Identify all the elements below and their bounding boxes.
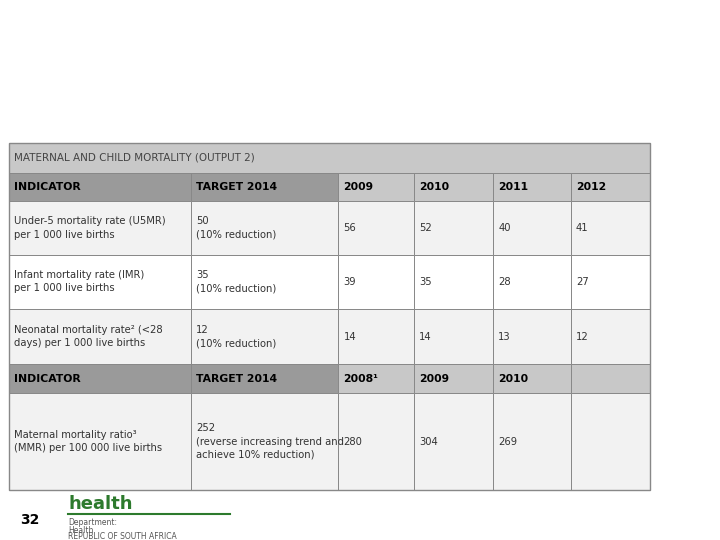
Text: 28: 28 bbox=[498, 277, 511, 287]
Text: 12
(10% reduction): 12 (10% reduction) bbox=[196, 325, 276, 348]
Text: 2012: 2012 bbox=[576, 182, 606, 192]
Text: Programme 3: Programme 3 bbox=[18, 29, 198, 52]
Text: 32: 32 bbox=[20, 513, 40, 527]
Bar bbox=[9, 364, 191, 393]
Text: 14: 14 bbox=[343, 332, 356, 341]
Bar bbox=[9, 255, 191, 309]
Text: 27: 27 bbox=[576, 277, 589, 287]
Bar bbox=[191, 201, 338, 255]
Text: 304: 304 bbox=[419, 436, 438, 447]
Text: Department:: Department: bbox=[68, 518, 117, 526]
Text: 39: 39 bbox=[343, 277, 356, 287]
Text: Under-5 mortality rate (U5MR)
per 1 000 live births: Under-5 mortality rate (U5MR) per 1 000 … bbox=[14, 217, 166, 240]
Text: 13: 13 bbox=[498, 332, 511, 341]
Bar bbox=[9, 393, 191, 490]
Bar bbox=[571, 173, 650, 201]
Bar bbox=[493, 364, 571, 393]
Text: Infant mortality rate (IMR)
per 1 000 live births: Infant mortality rate (IMR) per 1 000 li… bbox=[14, 270, 144, 293]
Text: 2010: 2010 bbox=[419, 182, 449, 192]
Bar bbox=[338, 173, 414, 201]
Text: REPUBLIC OF SOUTH AFRICA: REPUBLIC OF SOUTH AFRICA bbox=[68, 532, 177, 540]
Bar bbox=[493, 393, 571, 490]
Bar bbox=[571, 309, 650, 365]
Text: health: health bbox=[68, 495, 133, 513]
Text: 52: 52 bbox=[419, 223, 432, 233]
Bar bbox=[338, 201, 414, 255]
Bar bbox=[414, 173, 493, 201]
Text: 50
(10% reduction): 50 (10% reduction) bbox=[196, 217, 276, 240]
Text: 40: 40 bbox=[498, 223, 510, 233]
Text: TARGET 2014: TARGET 2014 bbox=[196, 374, 277, 383]
Bar bbox=[414, 201, 493, 255]
Text: 12: 12 bbox=[576, 332, 589, 341]
Text: 2010: 2010 bbox=[498, 374, 528, 383]
Text: 2011: 2011 bbox=[498, 182, 528, 192]
Bar bbox=[493, 201, 571, 255]
Bar bbox=[338, 255, 414, 309]
Text: 14: 14 bbox=[419, 332, 432, 341]
Text: 35: 35 bbox=[419, 277, 432, 287]
Text: 269: 269 bbox=[498, 436, 518, 447]
Text: Maternal mortality ratio³
(MMR) per 100 000 live births: Maternal mortality ratio³ (MMR) per 100 … bbox=[14, 430, 162, 453]
Text: 35
(10% reduction): 35 (10% reduction) bbox=[196, 270, 276, 293]
Bar bbox=[9, 143, 650, 490]
Text: (MRC &UCT): (MRC &UCT) bbox=[320, 83, 419, 98]
Text: 252
(reverse increasing trend and
achieve 10% reduction): 252 (reverse increasing trend and achiev… bbox=[196, 423, 344, 460]
Bar bbox=[493, 255, 571, 309]
Bar bbox=[338, 309, 414, 365]
Bar bbox=[571, 393, 650, 490]
Text: INDICATOR: INDICATOR bbox=[14, 374, 81, 383]
Bar bbox=[414, 393, 493, 490]
Bar bbox=[414, 309, 493, 365]
Bar bbox=[414, 364, 493, 393]
Bar bbox=[191, 393, 338, 490]
Text: 41: 41 bbox=[576, 223, 589, 233]
Bar bbox=[9, 173, 191, 201]
Bar bbox=[338, 393, 414, 490]
Text: 2008¹: 2008¹ bbox=[343, 374, 379, 383]
Bar bbox=[414, 255, 493, 309]
Text: 2009: 2009 bbox=[419, 374, 449, 383]
Text: TARGET 2014: TARGET 2014 bbox=[196, 182, 277, 192]
Bar bbox=[191, 255, 338, 309]
Bar bbox=[493, 173, 571, 201]
Bar bbox=[9, 201, 191, 255]
Bar bbox=[571, 255, 650, 309]
Text: INDICATOR: INDICATOR bbox=[14, 182, 81, 192]
Text: Key mortality data: Key mortality data bbox=[18, 83, 266, 107]
Text: Neonatal mortality rate² (<28
days) per 1 000 live births: Neonatal mortality rate² (<28 days) per … bbox=[14, 325, 162, 348]
Text: 56: 56 bbox=[343, 223, 356, 233]
Text: 2009: 2009 bbox=[343, 182, 374, 192]
Bar bbox=[571, 364, 650, 393]
Bar bbox=[493, 309, 571, 365]
Text: 280: 280 bbox=[343, 436, 362, 447]
Text: MATERNAL AND CHILD MORTALITY (OUTPUT 2): MATERNAL AND CHILD MORTALITY (OUTPUT 2) bbox=[14, 153, 255, 163]
Bar bbox=[191, 309, 338, 365]
Bar bbox=[191, 364, 338, 393]
Text: Health: Health bbox=[68, 525, 94, 535]
Bar bbox=[191, 173, 338, 201]
Bar bbox=[9, 309, 191, 365]
Bar bbox=[9, 143, 650, 173]
Bar bbox=[571, 201, 650, 255]
Bar bbox=[338, 364, 414, 393]
